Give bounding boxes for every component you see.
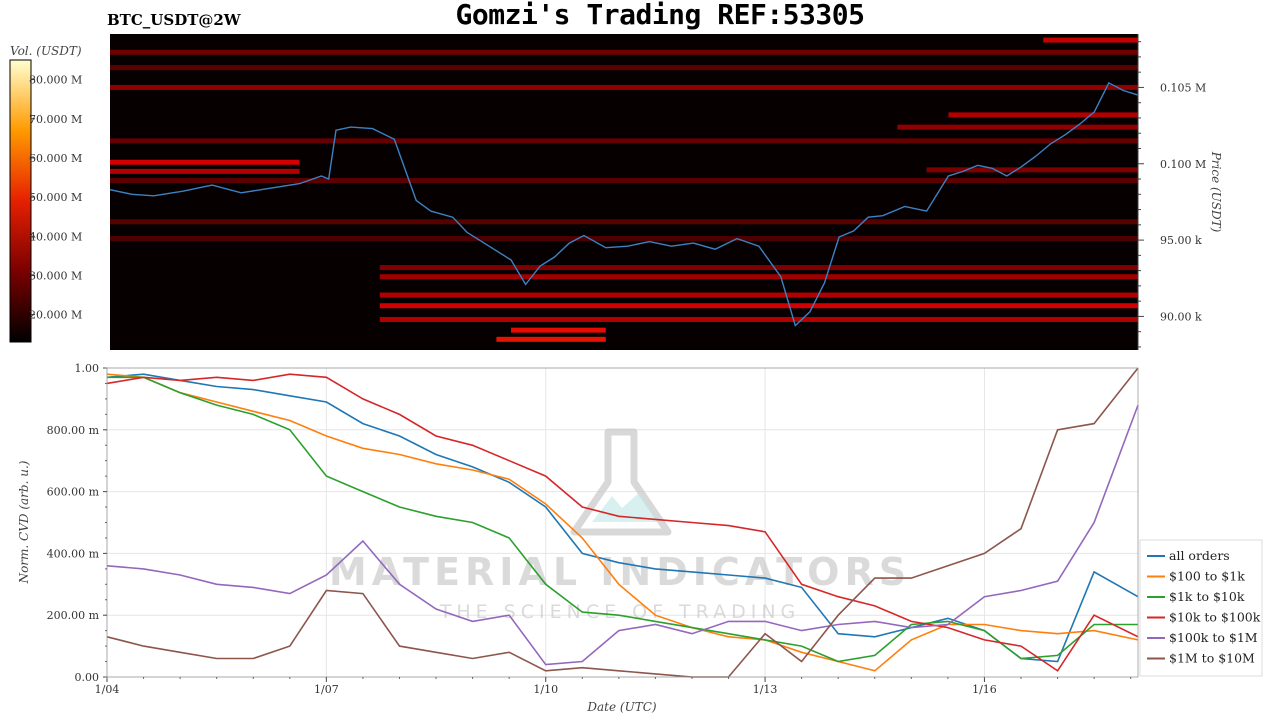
- price-tick-label: 95.00 k: [1160, 234, 1202, 247]
- legend-entry: $10k to $100k: [1169, 610, 1261, 625]
- cvd-x-tick-label: 1/13: [753, 683, 778, 696]
- colorbar-tick-label: 50.000 M: [29, 191, 82, 204]
- heat-band: [110, 168, 300, 174]
- colorbar-tick-label: 70.000 M: [29, 113, 82, 126]
- colorbar-tick-label: 30.000 M: [29, 269, 82, 282]
- heat-band: [110, 138, 1138, 144]
- heat-band: [110, 159, 300, 165]
- heatmap-background: [110, 34, 1138, 350]
- colorbar: Vol. (USDT) 80.000 M 70.000 M 60.000 M 50.0…: [9, 44, 82, 343]
- cvd-panel: MATERIAL INDICATORS THE SCIENCE OF TRADI…: [17, 362, 1139, 714]
- legend-entry: $1M to $10M: [1169, 651, 1255, 666]
- heat-band: [510, 327, 606, 333]
- cvd-x-tick-label: 1/16: [972, 683, 997, 696]
- heat-band: [110, 65, 1138, 71]
- heat-band: [379, 292, 1138, 298]
- cvd-y-tick-label: 1.00: [75, 362, 100, 375]
- heat-band: [110, 178, 1138, 184]
- cvd-x-tick-label: 1/04: [95, 683, 120, 696]
- cvd-y-tick-label: 0.00: [75, 671, 100, 684]
- heat-band: [496, 336, 606, 342]
- heatmap-panel: 0.105 M 0.100 M 95.00 k 90.00 k Price (USDT…: [109, 34, 1223, 350]
- heat-band: [379, 316, 1138, 322]
- cvd-series-line: [106, 404, 1139, 666]
- cvd-y-tick-label: 200.00 m: [47, 609, 100, 622]
- cvd-y-tick-label: 800.00 m: [47, 424, 100, 437]
- heat-band: [110, 84, 1138, 90]
- heat-band: [926, 167, 1138, 173]
- legend-entry: $1k to $10k: [1169, 589, 1245, 604]
- cvd-x-tick-label: 1/07: [314, 683, 339, 696]
- legend-entry: all orders: [1169, 548, 1230, 563]
- legend-entry: $100 to $1k: [1169, 569, 1245, 584]
- cvd-series-line: [106, 373, 1139, 672]
- cvd-y-axis-label: Norm. CVD (arb. u.): [17, 460, 31, 584]
- heat-band: [110, 49, 1138, 55]
- colorbar-tick-label: 60.000 M: [29, 152, 82, 165]
- heat-band: [110, 219, 1138, 225]
- heat-band: [948, 112, 1138, 118]
- symbol-label: BTC_USDT@2W: [107, 11, 242, 29]
- colorbar-tick-label: 20.000 M: [29, 309, 82, 322]
- colorbar-tick-label: 80.000 M: [29, 74, 82, 87]
- watermark-line1: MATERIAL INDICATORS: [329, 550, 911, 594]
- colorbar-label: Vol. (USDT): [10, 44, 82, 58]
- cvd-x-tick-label: 1/10: [533, 683, 558, 696]
- colorbar-tick-label: 40.000 M: [29, 230, 82, 243]
- price-tick-label: 90.00 k: [1160, 310, 1202, 323]
- price-tick-label: 0.100 M: [1160, 158, 1206, 171]
- legend: all orders $100 to $1k $1k to $10k $10k to …: [1139, 539, 1263, 677]
- heat-band: [897, 124, 1138, 130]
- price-axis-label: Price (USDT): [1209, 151, 1223, 233]
- legend-entry: $100k to $1M: [1169, 630, 1258, 645]
- legend-box: [1139, 539, 1263, 677]
- price-tick-label: 0.105 M: [1160, 81, 1206, 94]
- cvd-series-line: [107, 376, 1138, 663]
- heat-band: [110, 236, 1138, 242]
- cvd-series-line: [106, 373, 1139, 663]
- chart-title: Gomzi's Trading REF:53305: [456, 0, 865, 31]
- heat-band: [1043, 37, 1138, 43]
- price-line: [109, 81, 1139, 327]
- colorbar-gradient: [9, 59, 32, 343]
- watermark-line2: THE SCIENCE OF TRADING: [439, 601, 801, 623]
- cvd-series-line: [106, 367, 1139, 678]
- cvd-y-tick-label: 400.00 m: [47, 547, 100, 560]
- heat-band: [379, 265, 1138, 271]
- cvd-y-tick-label: 600.00 m: [47, 486, 100, 499]
- heat-band: [379, 303, 1138, 309]
- heat-band: [379, 274, 1138, 280]
- flask-icon: [570, 428, 672, 536]
- cvd-x-axis-label: Date (UTC): [586, 700, 656, 714]
